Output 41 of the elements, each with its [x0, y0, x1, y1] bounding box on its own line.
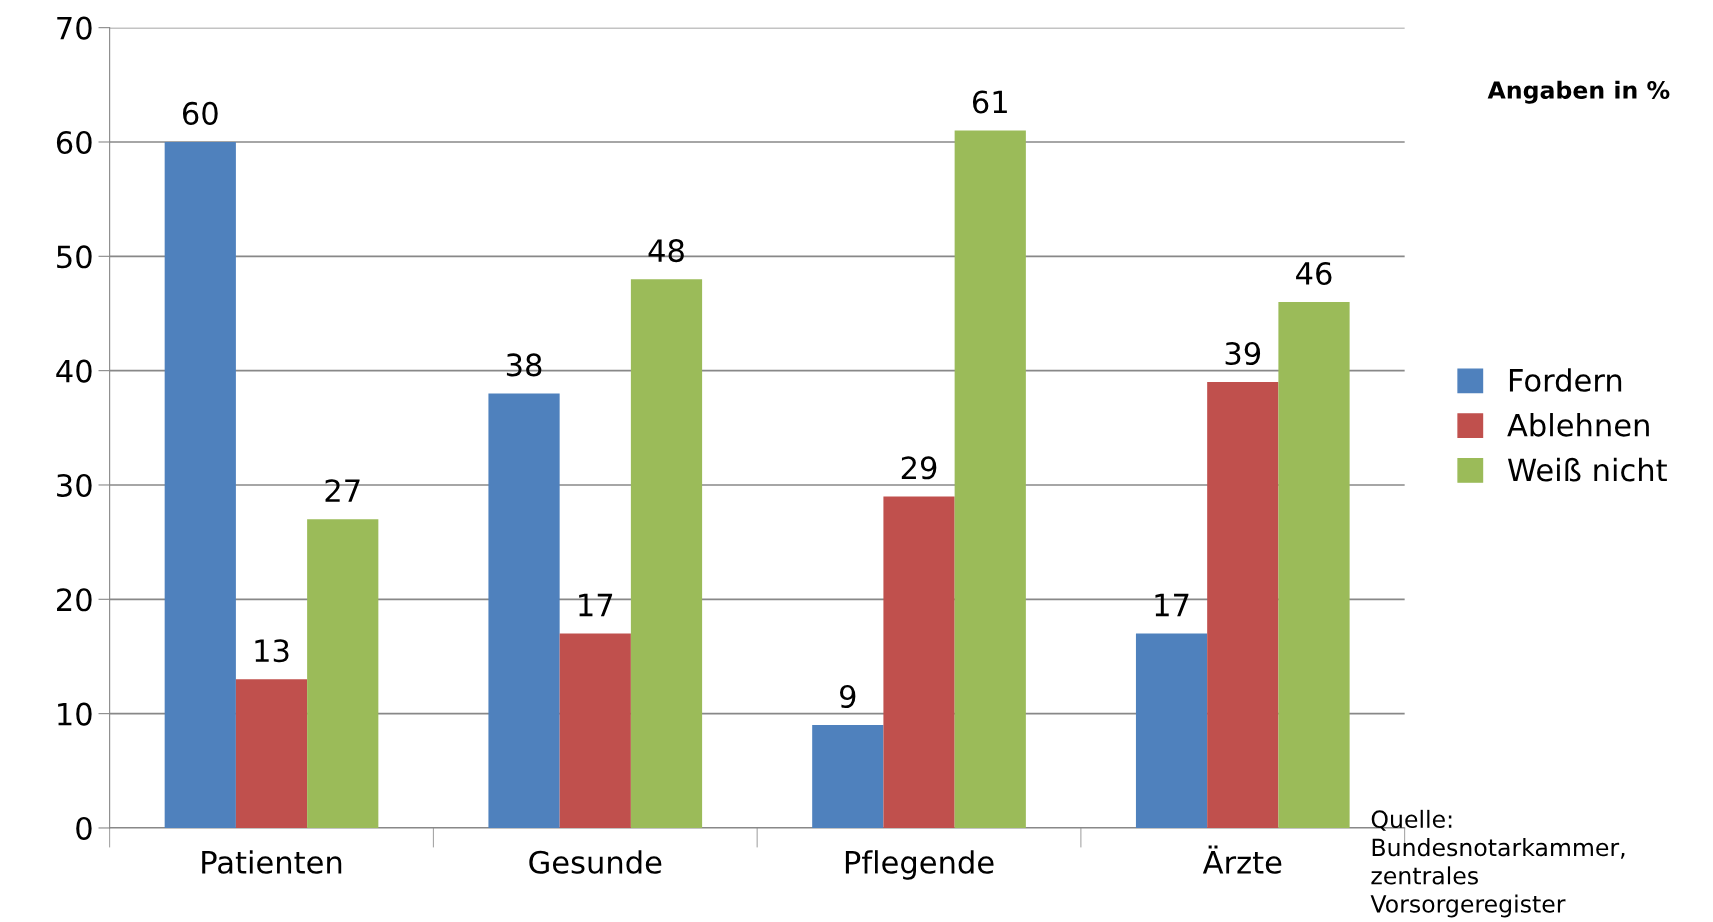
bar [164, 141, 236, 828]
bar [1207, 382, 1279, 828]
y-tick-label: 50 [57, 245, 92, 269]
legend-label: Fordern [1509, 368, 1622, 392]
bar [1135, 633, 1208, 828]
bar [812, 725, 884, 828]
annotation: Quelle: Bundesnotarkammer, zentrales Vorsorgeregister [1370, 809, 1625, 918]
bar [235, 679, 308, 828]
bar [954, 130, 1026, 828]
y-tick-label: 10 [58, 702, 92, 726]
data-label: 9 [840, 684, 856, 709]
bar [883, 496, 955, 828]
y-tick-label: 0 [76, 816, 92, 840]
data-label: 61 [972, 90, 1007, 114]
bar [307, 519, 379, 828]
x-tick-label: Gesunde [529, 850, 662, 874]
bar [488, 393, 560, 828]
y-tick-label: 60 [56, 130, 92, 155]
legend-label: Ablehnen [1507, 413, 1649, 437]
data-label: 13 [255, 639, 289, 663]
data-label: 38 [506, 353, 542, 377]
y-tick-label: 70 [57, 16, 92, 40]
x-tick-label: Patienten [202, 850, 342, 874]
data-label: 29 [901, 456, 937, 480]
legend-label: Weiß nicht [1507, 457, 1667, 482]
data-label: 48 [648, 239, 684, 263]
data-label: 46 [1296, 261, 1332, 286]
data-label: 27 [325, 479, 360, 502]
x-tick-label: Ärzte [1202, 845, 1282, 874]
data-label: 39 [1225, 341, 1261, 366]
bar [630, 279, 703, 828]
x-tick-label: Pflegende [845, 850, 994, 880]
y-tick-label: 20 [57, 588, 92, 612]
data-label: 17 [1155, 593, 1189, 617]
data-label: 60 [182, 101, 218, 125]
bar [1278, 302, 1350, 828]
bar [559, 633, 631, 828]
y-tick-label: 40 [56, 359, 92, 383]
text: Angaben in % [1487, 80, 1670, 104]
y-tick-label: 30 [57, 473, 92, 498]
data-label: 17 [579, 593, 613, 617]
